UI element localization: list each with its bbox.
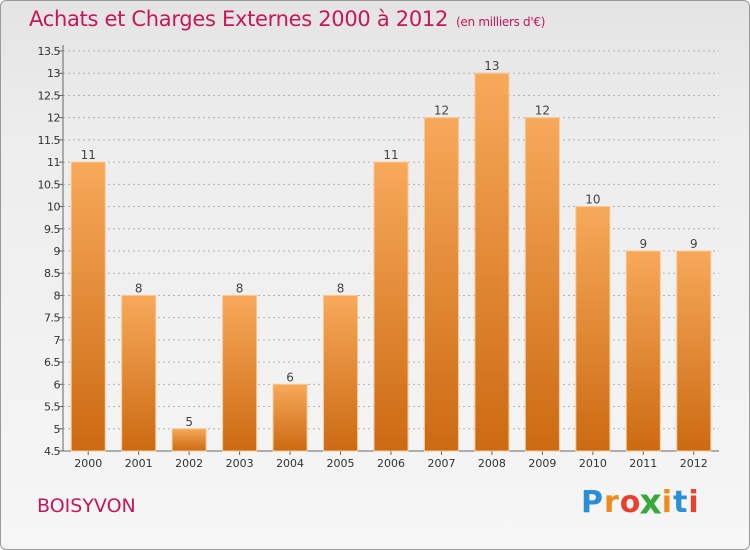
x-tick-label: 2011 xyxy=(629,457,657,470)
bar xyxy=(474,72,510,452)
bar xyxy=(323,294,359,452)
y-tick-label: 7 xyxy=(54,334,61,347)
chart-title: Achats et Charges Externes 2000 à 2012 (e… xyxy=(29,7,545,31)
x-tick-label: 2003 xyxy=(226,457,254,470)
bar xyxy=(222,294,258,452)
y-tick-label: 13.5 xyxy=(38,45,61,58)
bar-value-label: 11 xyxy=(81,148,96,162)
bar xyxy=(575,206,611,452)
bar xyxy=(373,161,409,452)
y-tick-label: 5 xyxy=(54,423,61,436)
y-tick-label: 10.5 xyxy=(38,178,61,191)
x-tick-label: 2010 xyxy=(579,457,607,470)
chart-subtitle: (en milliers d'€) xyxy=(456,15,546,29)
x-tick-label: 2004 xyxy=(276,457,304,470)
y-tick-label: 5.5 xyxy=(44,401,60,414)
bar xyxy=(524,117,560,452)
bar-value-label: 8 xyxy=(236,281,244,295)
y-tick-label: 7.5 xyxy=(44,312,60,325)
y-tick-label: 4.5 xyxy=(44,445,60,458)
logo-letter: o xyxy=(619,485,642,520)
bar xyxy=(625,250,661,452)
x-tick-label: 2006 xyxy=(377,457,405,470)
x-tick-label: 2012 xyxy=(680,457,708,470)
bar-value-label: 5 xyxy=(185,415,193,429)
y-tick-label: 11 xyxy=(47,156,60,169)
y-tick-label: 8.5 xyxy=(44,267,60,280)
bar-value-label: 11 xyxy=(383,148,398,162)
bar-value-label: 10 xyxy=(585,193,600,207)
bars xyxy=(70,72,712,452)
bar-value-label: 8 xyxy=(135,281,143,295)
bar xyxy=(423,117,459,452)
chart-title-text: Achats et Charges Externes 2000 à 2012 xyxy=(29,7,449,31)
logo-letter: P xyxy=(581,485,604,520)
y-tick-label: 6.5 xyxy=(44,356,60,369)
x-tick-label: 2000 xyxy=(74,457,102,470)
y-tick-label: 9 xyxy=(54,245,61,258)
bar-value-label: 8 xyxy=(337,281,345,295)
y-tick-label: 6 xyxy=(54,378,61,391)
proxiti-logo[interactable]: Proxiti xyxy=(581,482,700,523)
x-tick-label: 2007 xyxy=(427,457,455,470)
logo-letter: i xyxy=(661,485,674,520)
bar-value-label: 9 xyxy=(639,237,647,251)
y-tick-label: 9.5 xyxy=(44,223,60,236)
y-tick-label: 12.5 xyxy=(38,89,61,102)
x-tick-label: 2008 xyxy=(478,457,506,470)
bar-value-label: 6 xyxy=(286,370,294,384)
bar xyxy=(121,294,157,452)
y-tick-label: 12 xyxy=(47,112,60,125)
logo-letter: i xyxy=(688,485,700,520)
bar xyxy=(272,383,308,452)
bar-value-label: 12 xyxy=(434,104,449,118)
x-tick-label: 2001 xyxy=(125,457,153,470)
logo-letter: x xyxy=(639,482,664,523)
bar xyxy=(676,250,712,452)
logo-letter: r xyxy=(604,485,620,520)
x-tick-label: 2009 xyxy=(528,457,556,470)
y-tick-label: 8 xyxy=(54,289,61,302)
x-tick-label: 2005 xyxy=(327,457,355,470)
bar xyxy=(70,161,106,452)
bar xyxy=(171,428,207,452)
x-tick-label: 2002 xyxy=(175,457,203,470)
logo-letter: t xyxy=(673,485,689,520)
bar-value-label: 13 xyxy=(484,59,499,73)
bar-value-label: 12 xyxy=(535,104,550,118)
y-tick-label: 11.5 xyxy=(38,134,61,147)
data-labels: 11 8 5 8 6 8 11 12 13 12 10 9 9 xyxy=(81,59,698,429)
bar-value-label: 9 xyxy=(690,237,698,251)
y-tick-label: 13 xyxy=(47,67,60,80)
commune-name: BOISYVON xyxy=(37,495,136,517)
y-tick-label: 10 xyxy=(47,201,60,214)
